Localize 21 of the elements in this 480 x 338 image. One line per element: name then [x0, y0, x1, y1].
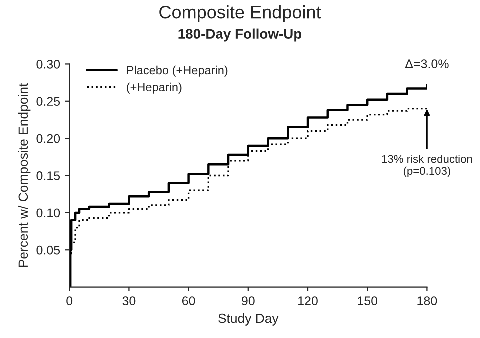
x-tick-label: 150	[358, 296, 378, 306]
x-tick-label: 60	[182, 296, 196, 306]
x-tick-label: 120	[298, 296, 318, 306]
annotation: Δ=3.0%	[406, 60, 449, 68]
y-tick-label: 0.20	[36, 134, 60, 144]
x-tick-label: 180	[418, 296, 438, 306]
y-tick-label: 0.30	[36, 60, 60, 69]
annotation: 13% risk reduction (p=0.103)	[382, 154, 472, 178]
x-tick-label: 30	[122, 296, 136, 306]
x-tick-label: 90	[242, 296, 255, 306]
y-tick-label: 0.10	[36, 208, 60, 218]
y-axis-title: Percent w/ Composite Endpoint	[18, 83, 31, 268]
y-tick-label: 0.05	[36, 246, 60, 255]
legend-label: (+Heparin)	[127, 82, 182, 94]
legend-label: Placebo (+Heparin)	[127, 66, 228, 77]
chart-title: Composite Endpoint	[160, 6, 322, 22]
y-tick-label: 0.15	[36, 172, 60, 180]
x-axis-title: Study Day	[218, 314, 279, 326]
x-tick-label: 0	[66, 296, 73, 306]
chart-subtitle: 180-Day Follow-Up	[178, 28, 302, 42]
y-tick-label: 0.25	[36, 97, 60, 106]
